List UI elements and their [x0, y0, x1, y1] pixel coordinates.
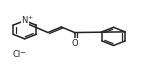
- Text: O: O: [71, 39, 78, 48]
- Text: Cl: Cl: [12, 50, 20, 59]
- Text: +: +: [27, 15, 33, 20]
- Text: N: N: [21, 16, 28, 25]
- Text: −: −: [19, 50, 25, 56]
